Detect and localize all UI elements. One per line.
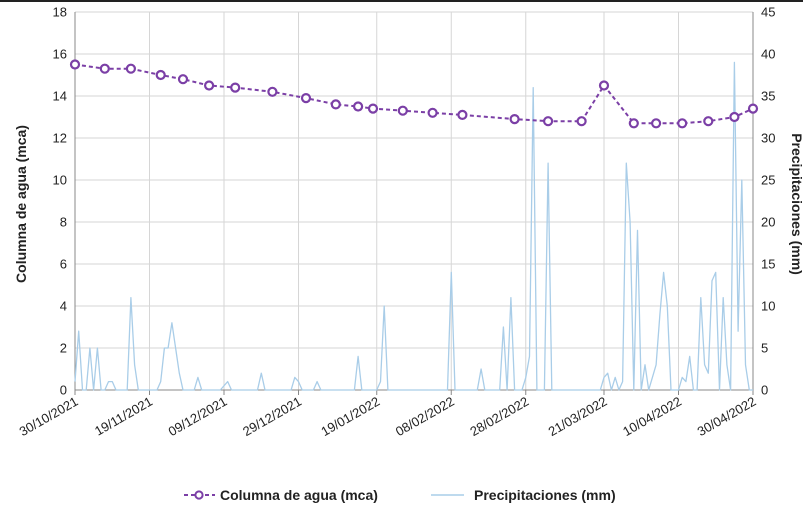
water-column-point [267, 86, 278, 97]
x-tick-label: 19/01/2022 [318, 394, 382, 440]
right-y-tick-label: 10 [761, 299, 775, 314]
left-y-tick-label: 12 [53, 131, 67, 146]
legend-water-label: Columna de agua (mca) [220, 487, 378, 503]
legend-rain-label: Precipitaciones (mm) [474, 487, 616, 503]
left-y-tick-label: 0 [60, 383, 67, 398]
right-axis-title: Precipitaciones (mm) [789, 133, 803, 275]
left-y-tick-label: 16 [53, 47, 67, 62]
water-column-point [576, 116, 587, 127]
right-y-tick-label: 30 [761, 131, 775, 146]
left-y-tick-label: 8 [60, 215, 67, 230]
top-border-line [0, 0, 803, 2]
water-column-point [69, 59, 81, 70]
water-column-point [677, 118, 688, 129]
water-column-point [125, 63, 136, 74]
water-column-point [703, 116, 714, 127]
left-y-tick-label: 6 [60, 257, 67, 272]
right-y-tick-label: 5 [761, 341, 768, 356]
water-column-point [427, 107, 438, 118]
x-tick-labels: 30/10/2021 19/11/2021 09/12/2021 29/12/2021… [17, 394, 759, 440]
water-column-point [177, 74, 189, 85]
legend-item-water-column: Columna de agua (mca) [184, 487, 378, 503]
legend-item-precipitation: Precipitaciones (mm) [431, 487, 616, 503]
left-y-tick-label: 10 [53, 173, 67, 188]
water-column-point [457, 109, 468, 121]
right-y-tick-label: 35 [761, 89, 775, 104]
x-tick-label: 08/02/2022 [393, 394, 457, 440]
x-tick-label: 30/04/2022 [695, 394, 759, 440]
right-y-tick-label: 40 [761, 47, 775, 62]
left-y-tick-label: 18 [53, 5, 67, 20]
water-column-point [650, 118, 662, 129]
water-column-point [204, 80, 215, 91]
right-y-tick-label: 25 [761, 173, 775, 188]
water-column-point [729, 111, 740, 123]
water-column-point [747, 103, 759, 114]
water-column-point [155, 69, 166, 81]
x-tick-label: 30/10/2021 [17, 394, 81, 440]
x-tick-label: 19/11/2021 [92, 394, 155, 439]
left-y-tick-label: 14 [53, 89, 67, 104]
x-tick-label: 10/04/2022 [620, 394, 684, 440]
right-y-tick-labels: 0 5 10 15 20 25 30 35 40 45 [761, 5, 775, 398]
right-y-tick-label: 20 [761, 215, 775, 230]
water-column-point [509, 113, 520, 125]
precipitation-series [74, 61, 753, 391]
water-column-point [628, 118, 639, 129]
water-column-point [397, 105, 408, 116]
left-y-tick-labels: 0 2 4 6 8 10 12 14 16 18 [53, 5, 67, 398]
precipitation-line [74, 61, 753, 391]
water-column-point [542, 116, 554, 127]
x-tick-label: 09/12/2021 [166, 394, 230, 440]
right-y-tick-label: 0 [761, 383, 768, 398]
water-column-point [367, 103, 379, 114]
x-tick-label: 28/02/2022 [467, 394, 531, 440]
water-column-point [598, 80, 610, 91]
water-column-line [74, 63, 754, 125]
legend-water-marker [194, 490, 204, 500]
water-column-point [99, 63, 110, 74]
x-tick-label: 21/03/2022 [546, 394, 610, 440]
axes [74, 12, 754, 395]
water-column-series [69, 59, 759, 129]
left-y-tick-label: 4 [60, 299, 67, 314]
right-y-tick-label: 45 [761, 5, 775, 20]
x-tick-label: 29/12/2021 [240, 394, 304, 440]
water-column-point [330, 99, 341, 110]
water-column-point [353, 101, 364, 112]
water-column-point [230, 82, 241, 93]
legend: Columna de agua (mca) Precipitaciones (m… [184, 487, 616, 503]
left-y-tick-label: 2 [60, 341, 67, 356]
right-y-tick-label: 15 [761, 257, 775, 272]
grid-lines [75, 11, 753, 390]
water-column-point [300, 92, 312, 104]
left-axis-title: Columna de agua (mca) [13, 125, 29, 283]
